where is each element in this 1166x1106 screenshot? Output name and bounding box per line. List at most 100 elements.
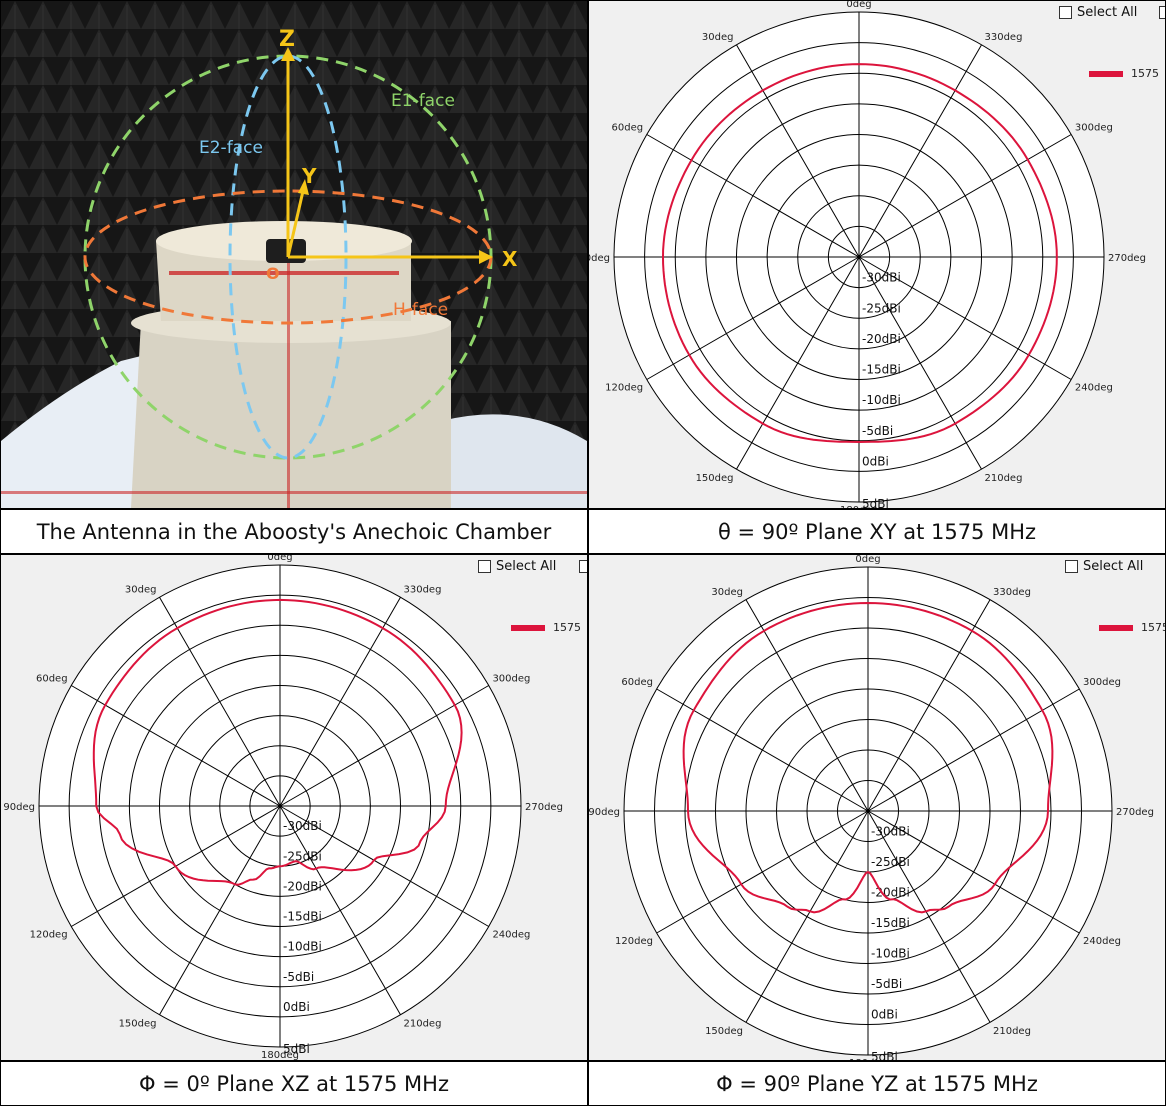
angle-label: 180deg [840,505,878,508]
polar-chart-yz: 0deg 330deg 300deg 270deg 240deg 210deg 180deg… [589,555,1154,1060]
angle-label: 240deg [1075,383,1113,394]
gain-trace-1575 [92,598,463,886]
radial-tick-label: -30dBi [871,825,910,839]
legend-xz: 1575 [511,621,581,634]
polar-panel-xy: 0deg 330deg 300deg 270deg 240deg 210deg 180deg… [588,0,1166,509]
angle-label: 330deg [404,585,442,596]
angle-label: 210deg [993,1026,1031,1037]
legend-label: 1575 [1131,67,1159,80]
angle-label: 150deg [705,1026,743,1037]
angle-label: 240deg [492,930,530,941]
polar-spoke [867,599,991,812]
angle-label: 270deg [525,802,563,813]
radial-tick-label: 5dBi [871,1050,898,1060]
angle-label: 60deg [612,123,644,134]
radial-tick-label: 0dBi [283,1000,310,1014]
polar-panel-xz: 0deg 330deg 300deg 270deg 240deg 210deg 180deg… [0,554,588,1061]
angle-label: 120deg [605,383,643,394]
polar-spoke [279,805,401,1015]
radial-tick-label: -20dBi [871,886,910,900]
select-all-label: Select All [1077,5,1138,20]
radial-tick-label: 5dBi [283,1042,310,1056]
select-all-checkbox[interactable] [1065,560,1078,573]
radial-tick-label: -5dBi [871,977,902,991]
radial-tick-label: -15dBi [871,916,910,930]
origin-label: O [266,264,280,283]
angle-label: 0deg [846,1,871,10]
polar-spoke [279,597,401,807]
legend-swatch [1099,624,1133,631]
select-all-label: Select All [1083,559,1144,574]
polar-spoke [858,44,982,258]
radial-tick-label: -10dBi [871,947,910,961]
caption-photo: The Antenna in the Aboosty's Anechoic Ch… [0,509,588,554]
extra-checkbox[interactable] [579,560,587,573]
radial-tick-label: -25dBi [862,301,901,315]
select-all-checkbox[interactable] [478,560,491,573]
angle-label: 120deg [615,936,653,947]
polar-chart-xy: 0deg 330deg 300deg 270deg 240deg 210deg 180deg… [589,1,1146,508]
angle-label: 30deg [711,587,743,598]
select-all-checkbox[interactable] [1059,6,1072,19]
angle-label: 30deg [702,32,734,43]
polar-chart-xz: 0deg 330deg 300deg 270deg 240deg 210deg 180deg… [3,555,563,1060]
legend-swatch [1089,70,1123,77]
angle-label: 30deg [125,585,157,596]
angle-label: 210deg [985,473,1023,484]
gain-trace-1575 [661,63,1058,444]
radial-tick-label: -25dBi [871,855,910,869]
angle-label: 300deg [1075,123,1113,134]
angle-label: 270deg [1116,807,1154,818]
select-all-control[interactable]: Select All [1059,5,1137,20]
polar-spoke [159,597,281,807]
angle-label: 300deg [1083,677,1121,688]
polar-spoke [736,44,860,258]
z-label: Z [279,27,295,52]
angle-label: 180deg [261,1050,299,1060]
radial-tick-label: -20dBi [862,332,901,346]
y-label: Y [301,164,317,188]
angle-label: 0deg [855,555,880,565]
angle-label: 60deg [621,677,653,688]
radial-tick-label: -30dBi [862,271,901,285]
radial-tick-label: -15dBi [283,910,322,924]
radial-tick-label: -25dBi [283,849,322,863]
polar-spoke [858,256,1072,380]
radial-tick-label: 0dBi [862,454,889,468]
polar-spoke [736,256,860,470]
radial-tick-label: -5dBi [283,970,314,984]
polar-spoke [745,810,869,1023]
select-all-control[interactable]: Select All [478,559,556,574]
angle-label: 330deg [985,32,1023,43]
angle-label: 90deg [3,802,35,813]
legend-xy: 1575 [1089,67,1159,80]
h-face-label: H-face [393,300,448,320]
polar-spoke [858,134,1072,258]
polar-spoke [867,810,1080,934]
legend-yz: 1575 [1099,621,1165,634]
polar-spoke [656,810,869,934]
e2-face-label: E2-face [199,138,263,158]
e1-face-label: E1-face [391,91,455,111]
extra-checkbox[interactable] [1159,6,1165,19]
polar-spoke [646,134,860,258]
select-all-label: Select All [496,559,557,574]
legend-label: 1575 [553,621,581,634]
legend-label: 1575 [1141,621,1165,634]
radial-tick-label: -10dBi [862,393,901,407]
angle-label: 240deg [1083,936,1121,947]
angle-label: 60deg [36,674,68,685]
radial-tick-label: 5dBi [862,497,889,508]
angle-label: 300deg [492,674,530,685]
radial-tick-label: -20dBi [283,879,322,893]
select-all-control[interactable]: Select All [1065,559,1143,574]
angle-label: 90deg [589,253,610,264]
radial-tick-label: -15dBi [862,363,901,377]
angle-label: 210deg [404,1018,442,1029]
x-label: X [502,247,518,271]
angle-label: 180deg [849,1058,887,1060]
angle-label: 150deg [696,473,734,484]
gain-trace-1575 [682,601,1054,914]
caption-xz: Φ = 0º Plane XZ at 1575 MHz [0,1061,588,1106]
polar-spoke [745,599,869,812]
